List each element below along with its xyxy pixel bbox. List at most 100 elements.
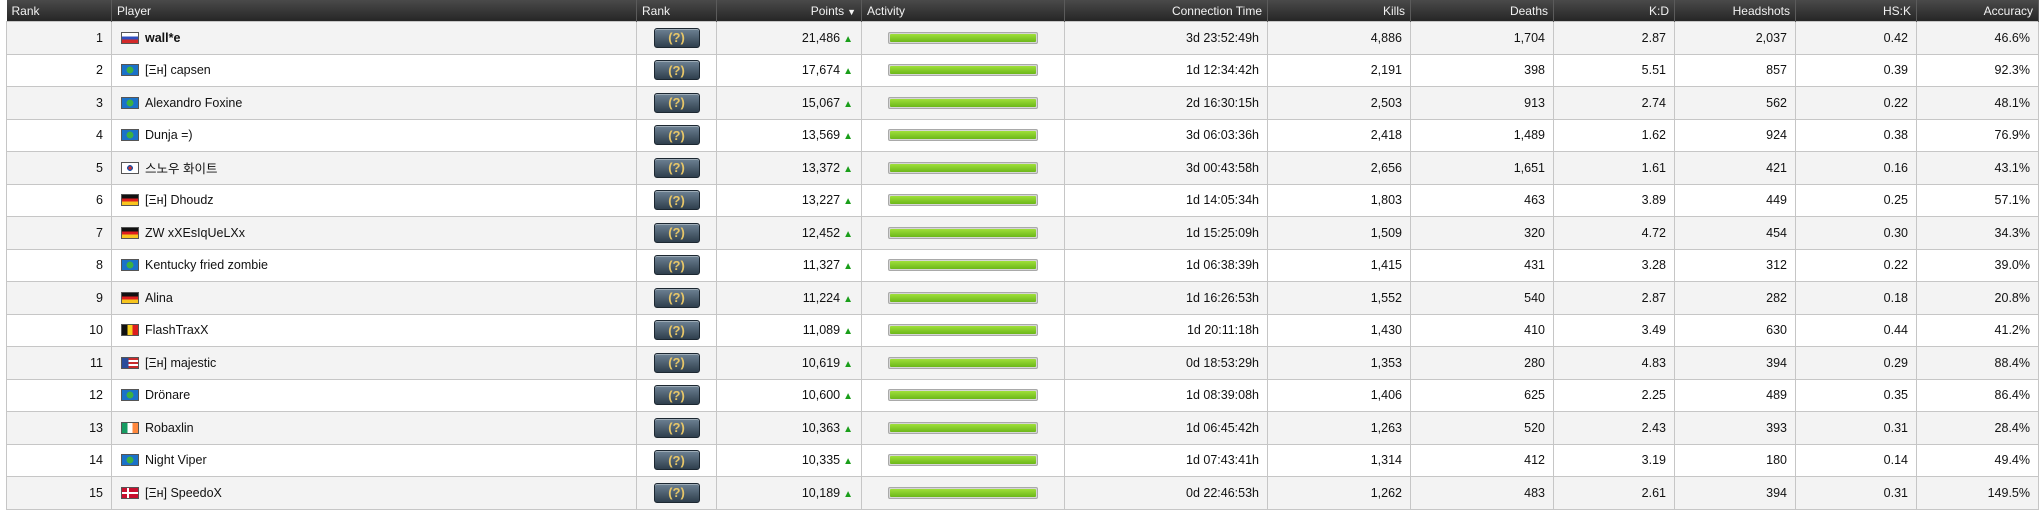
player-name-link[interactable]: Dunja =) <box>145 128 193 143</box>
player-cell[interactable]: Night Viper <box>111 444 637 477</box>
header-deaths[interactable]: Deaths <box>1410 0 1554 22</box>
rank-number: 15 <box>6 476 112 510</box>
rank-number: 4 <box>6 119 112 152</box>
kills-value: 1,263 <box>1267 411 1411 445</box>
player-name-link[interactable]: Alexandro Foxine <box>145 95 243 110</box>
player-cell[interactable]: wall*e <box>111 21 637 55</box>
trend-up-arrow-icon: ▲ <box>843 66 853 78</box>
header-headshots[interactable]: Headshots <box>1674 0 1796 22</box>
accuracy-value: 41.2% <box>1916 314 2039 347</box>
rank-badge-cell: (?) <box>636 54 717 87</box>
player-name-link[interactable]: wall*e <box>145 30 181 45</box>
header-hsk[interactable]: HS:K <box>1795 0 1917 22</box>
country-flag-icon <box>121 31 139 44</box>
player-cell[interactable]: Alexandro Foxine <box>111 86 637 120</box>
kd-value: 2.87 <box>1553 281 1675 315</box>
table-row[interactable]: 13 Robaxlin (?) 10,363 ▲ 1d 06:45:42h 1,263 520… <box>6 411 2039 445</box>
table-row[interactable]: 10 FlashTraxX (?) 11,089 ▲ 1d 20:11:18h 1,430 4… <box>6 314 2039 347</box>
player-cell[interactable]: [Ξн] Dhoudz <box>111 184 637 217</box>
kd-value: 4.83 <box>1553 346 1675 380</box>
accuracy-value: 43.1% <box>1916 151 2039 185</box>
table-row[interactable]: 12 Drönare (?) 10,600 ▲ 1d 08:39:08h 1,406 625 2… <box>6 379 2039 412</box>
player-cell[interactable]: 스노우 화이트 <box>111 151 637 185</box>
player-cell[interactable]: Robaxlin <box>111 411 637 445</box>
headshots-value: 857 <box>1674 54 1796 87</box>
header-accuracy[interactable]: Accuracy <box>1916 0 2039 22</box>
player-cell[interactable]: [Ξн] SpeedoX <box>111 476 637 510</box>
player-name-link[interactable]: ZW xXEsIqUeLXx <box>145 225 246 240</box>
kills-value: 1,406 <box>1267 379 1411 412</box>
accuracy-value: 76.9% <box>1916 119 2039 152</box>
player-name-link[interactable]: [Ξн] capsen <box>145 63 211 78</box>
activity-bar <box>888 259 1038 272</box>
activity-bar <box>888 161 1038 174</box>
country-flag-icon <box>121 226 139 239</box>
player-cell[interactable]: Kentucky fried zombie <box>111 249 637 282</box>
activity-bar-fill <box>890 423 1036 432</box>
player-name-link[interactable]: [Ξн] SpeedoX <box>145 485 222 500</box>
table-row[interactable]: 1 wall*e (?) 21,486 ▲ 3d 23:52:49h 4,886 1,704 2… <box>6 21 2039 55</box>
header-activity[interactable]: Activity <box>861 0 1065 22</box>
table-row[interactable]: 3 Alexandro Foxine (?) 15,067 ▲ 2d 16:30:15h 2… <box>6 86 2039 120</box>
kills-value: 1,353 <box>1267 346 1411 380</box>
player-name-link[interactable]: Robaxlin <box>145 420 194 435</box>
player-cell[interactable]: Dunja =) <box>111 119 637 152</box>
rank-number: 1 <box>6 21 112 55</box>
rank-number: 12 <box>6 379 112 412</box>
table-row[interactable]: 4 Dunja =) (?) 13,569 ▲ 3d 06:03:36h 2,418 1,48… <box>6 119 2039 152</box>
points-value: 11,089 <box>802 323 841 338</box>
kills-value: 1,803 <box>1267 184 1411 217</box>
header-connection-time[interactable]: Connection Time <box>1064 0 1268 22</box>
player-cell[interactable]: [Ξн] capsen <box>111 54 637 87</box>
points-value: 21,486 <box>801 30 841 45</box>
player-name-link[interactable]: Night Viper <box>145 453 207 468</box>
player-cell[interactable]: Alina <box>111 281 637 315</box>
rank-badge-cell: (?) <box>636 444 717 477</box>
table-row[interactable]: 11 [Ξн] majestic (?) 10,619 ▲ 0d 18:53:29h 1,3… <box>6 346 2039 380</box>
country-flag-icon <box>121 486 139 499</box>
table-row[interactable]: 7 ZW xXEsIqUeLXx (?) 12,452 ▲ 1d 15:25:09h 1,5… <box>6 216 2039 250</box>
points-cell: 10,600 ▲ <box>716 379 862 412</box>
player-name-link[interactable]: Kentucky fried zombie <box>145 258 268 273</box>
table-row[interactable]: 8 Kentucky fried zombie (?) 11,327 ▲ 1d 06:38… <box>6 249 2039 282</box>
activity-bar-fill <box>890 98 1036 107</box>
header-points[interactable]: Points ▼ <box>716 0 862 22</box>
rank-badge-cell: (?) <box>636 346 717 380</box>
table-row[interactable]: 9 Alina (?) 11,224 ▲ 1d 16:26:53h 1,552 540 2.87… <box>6 281 2039 315</box>
player-name-link[interactable]: [Ξн] Dhoudz <box>145 193 214 208</box>
table-row[interactable]: 15 [Ξн] SpeedoX (?) 10,189 ▲ 0d 22:46:53h 1,26… <box>6 476 2039 510</box>
player-name-link[interactable]: Drönare <box>145 388 191 403</box>
hsk-value: 0.35 <box>1795 379 1917 412</box>
table-row[interactable]: 5 스노우 화이트 (?) 13,372 ▲ 3d 00:43:58h 2,656 1,651… <box>6 151 2039 185</box>
rank-badge-cell: (?) <box>636 86 717 120</box>
points-cell: 10,189 ▲ <box>716 476 862 510</box>
accuracy-value: 28.4% <box>1916 411 2039 445</box>
player-cell[interactable]: ZW xXEsIqUeLXx <box>111 216 637 250</box>
trend-up-arrow-icon: ▲ <box>843 423 853 435</box>
player-cell[interactable]: FlashTraxX <box>111 314 637 347</box>
player-name-link[interactable]: [Ξн] majestic <box>145 355 217 370</box>
header-kd[interactable]: K:D <box>1553 0 1675 22</box>
header-player[interactable]: Player <box>111 0 637 22</box>
trend-up-arrow-icon: ▲ <box>843 326 853 338</box>
trend-up-arrow-icon: ▲ <box>843 293 853 305</box>
rank-badge-cell: (?) <box>636 379 717 412</box>
hsk-value: 0.25 <box>1795 184 1917 217</box>
player-name-link[interactable]: 스노우 화이트 <box>145 162 218 177</box>
player-name-link[interactable]: Alina <box>145 290 173 305</box>
player-cell[interactable]: [Ξн] majestic <box>111 346 637 380</box>
header-kills[interactable]: Kills <box>1267 0 1411 22</box>
table-row[interactable]: 14 Night Viper (?) 10,335 ▲ 1d 07:43:41h 1,314… <box>6 444 2039 477</box>
header-rank[interactable]: Rank <box>6 0 112 22</box>
player-name-link[interactable]: FlashTraxX <box>145 323 209 338</box>
skill-rank-badge-icon: (?) <box>653 450 700 471</box>
deaths-value: 410 <box>1410 314 1554 347</box>
headshots-value: 449 <box>1674 184 1796 217</box>
activity-cell <box>861 151 1065 185</box>
rank-number: 3 <box>6 86 112 120</box>
player-cell[interactable]: Drönare <box>111 379 637 412</box>
table-row[interactable]: 2 [Ξн] capsen (?) 17,674 ▲ 1d 12:34:42h 2,191 3… <box>6 54 2039 87</box>
table-row[interactable]: 6 [Ξн] Dhoudz (?) 13,227 ▲ 1d 14:05:34h 1,803 4… <box>6 184 2039 217</box>
header-rank-badge[interactable]: Rank <box>636 0 717 22</box>
rank-badge-cell: (?) <box>636 21 717 55</box>
